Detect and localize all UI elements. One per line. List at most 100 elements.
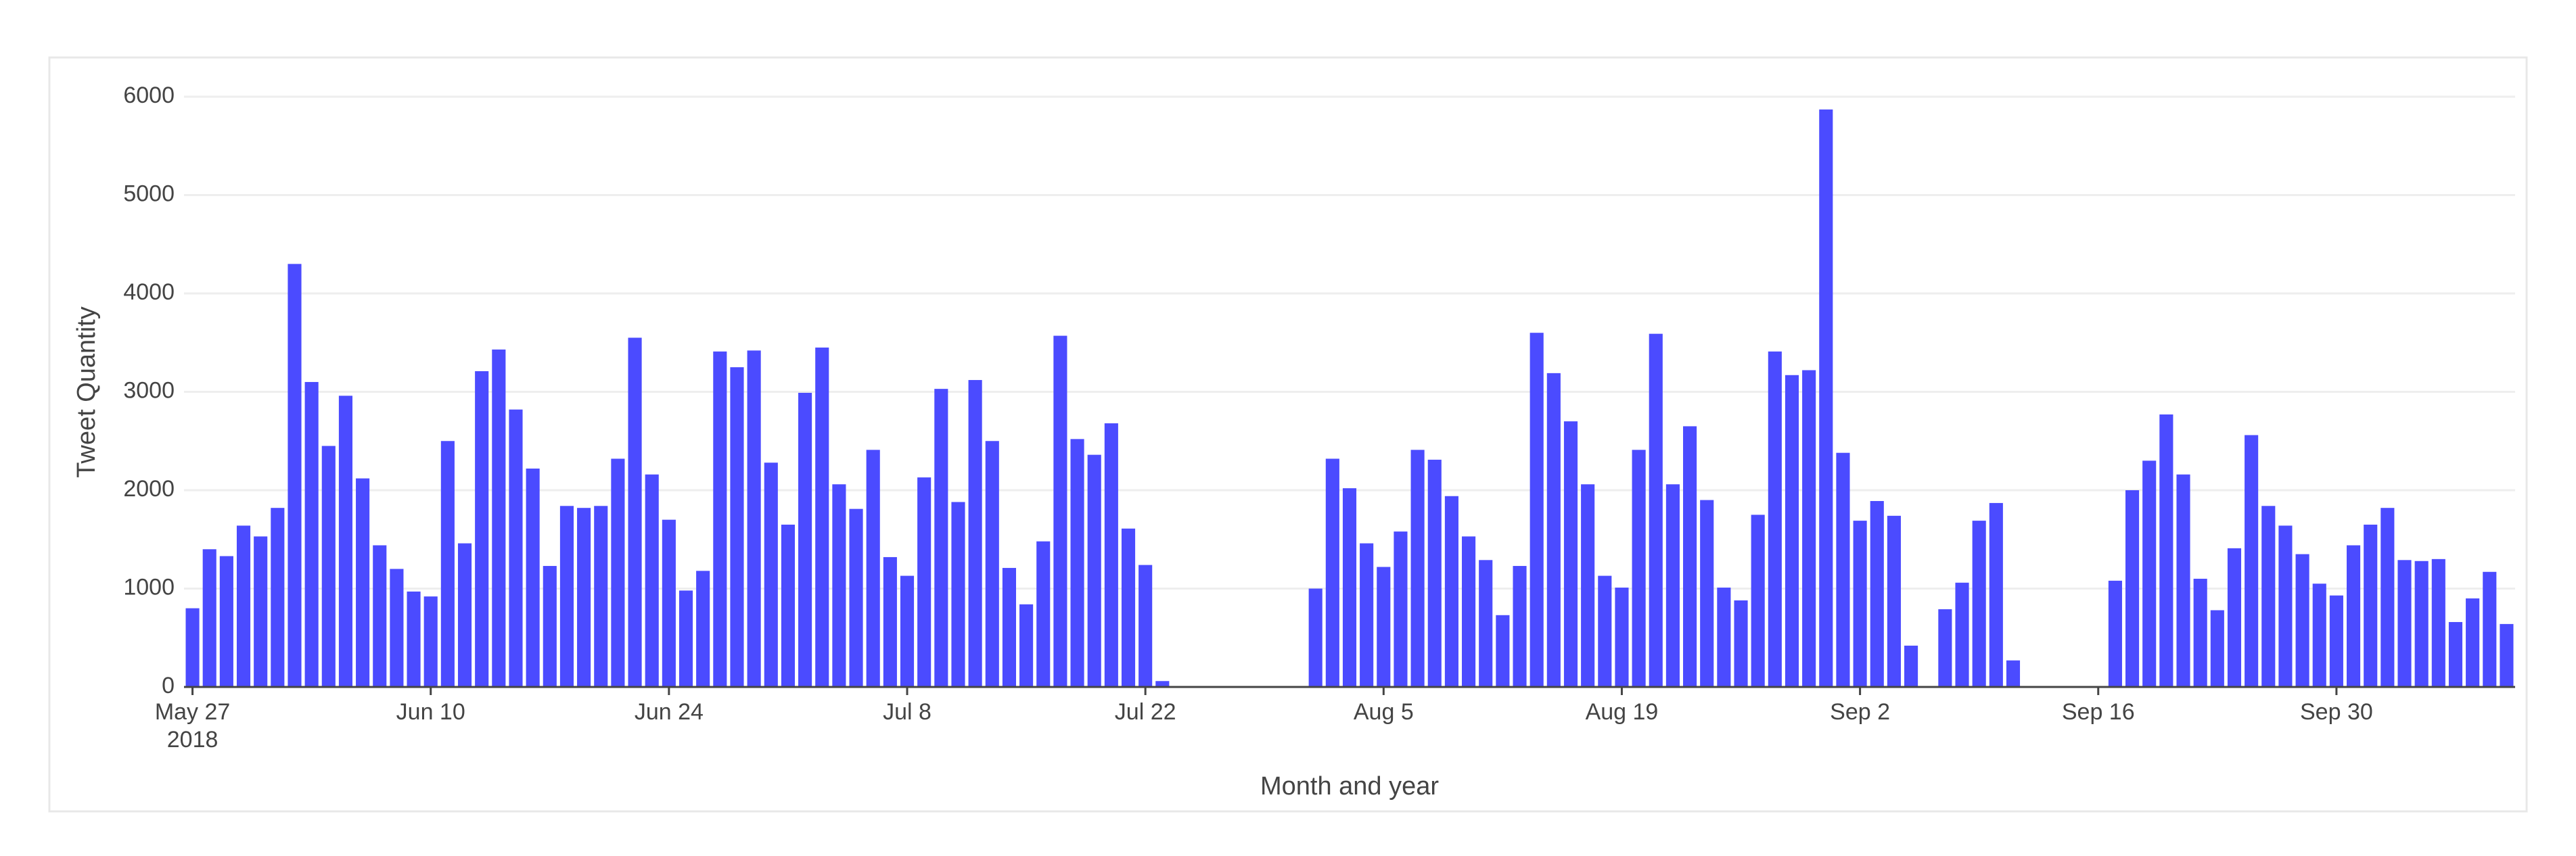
bar [798,392,812,687]
y-tick-label: 1000 [123,574,175,600]
bar [2431,558,2445,687]
bar [2346,545,2361,687]
bar [1581,484,1595,687]
bar [2466,598,2480,687]
x-tick-label: May 27 2018 [155,699,231,753]
bar [883,556,897,687]
bar [2125,490,2140,687]
bar [594,506,608,687]
bar [1853,521,1867,687]
bar [1360,543,1374,687]
x-tick-label: Jun 10 [396,699,465,725]
bar [356,478,370,687]
bar [271,508,285,687]
bar [2159,414,2174,687]
bar [1802,370,1816,687]
bar [730,367,744,687]
bar [900,575,915,687]
bar [1563,421,1578,687]
bar [934,389,948,687]
x-tick-label-line: Sep 2 [1830,699,1890,725]
bar [338,396,353,687]
bar [662,519,676,687]
bar [1546,373,1561,687]
bar [866,450,880,687]
y-tick-label: 3000 [123,377,175,403]
x-tick-label-line: Jul 22 [1115,699,1176,725]
chart-frame [48,56,2528,813]
bar [373,545,387,687]
bar [2142,460,2157,687]
x-tick-label: Sep 16 [2062,699,2135,725]
bar [219,556,233,687]
bar [968,380,982,687]
bar [1972,521,1986,687]
y-tick-label: 0 [162,673,175,698]
bar [1989,502,2003,687]
x-tick-label-line: Jul 8 [883,699,932,725]
bar [2006,660,2021,687]
x-tick-label-line: Sep 16 [2062,699,2135,725]
bar [1665,484,1680,687]
bar [1734,600,1748,687]
bar [2500,623,2514,687]
bar [951,502,965,687]
bar [2261,506,2276,687]
x-tick-label-line: Aug 19 [1586,699,1659,725]
bar [645,474,659,687]
bar [1444,496,1458,687]
bar [577,508,591,687]
bar [407,591,421,687]
bar [2329,595,2343,687]
bar [2210,610,2224,687]
bar [2227,548,2242,687]
bar [1955,582,1969,687]
bar [1394,531,1408,687]
x-axis-title: Month and year [1260,772,1439,801]
bar [1325,458,1339,687]
bar [475,371,489,687]
x-tick-label-line: Aug 5 [1354,699,1414,725]
bar [1836,452,1850,687]
bar [2193,578,2207,687]
x-tick-label: Sep 30 [2300,699,2373,725]
x-tick-label: Aug 19 [1586,699,1659,725]
bar [2176,474,2190,687]
bar [917,477,932,687]
bar [457,543,472,687]
x-tick-label-line: 2018 [167,727,218,753]
bar [1427,459,1442,687]
y-tick-label: 5000 [123,181,175,206]
bar [747,350,761,687]
bar [2483,571,2497,687]
bar [1342,488,1357,687]
bar [543,566,557,687]
bar [1819,109,1833,688]
bar [611,458,625,687]
bar [288,264,302,688]
bar [1615,588,1629,687]
bar [254,536,268,687]
bar [1870,501,1884,687]
bar [440,441,455,687]
bar [1904,645,1918,687]
bar [304,381,319,687]
bar [1462,536,1476,687]
bar [1377,567,1391,687]
bar [526,468,540,687]
bar [1598,575,1612,687]
bar [202,549,216,687]
bar [2414,561,2429,687]
bar [423,596,438,687]
bar [1087,454,1101,687]
x-tick-label: Aug 5 [1354,699,1414,725]
bar [236,525,251,687]
bar [1308,588,1322,687]
bar [1887,515,1901,687]
bar [2312,584,2326,687]
bar [1496,615,1510,687]
bar [1768,351,1782,687]
x-tick-label: Jul 8 [883,699,932,725]
